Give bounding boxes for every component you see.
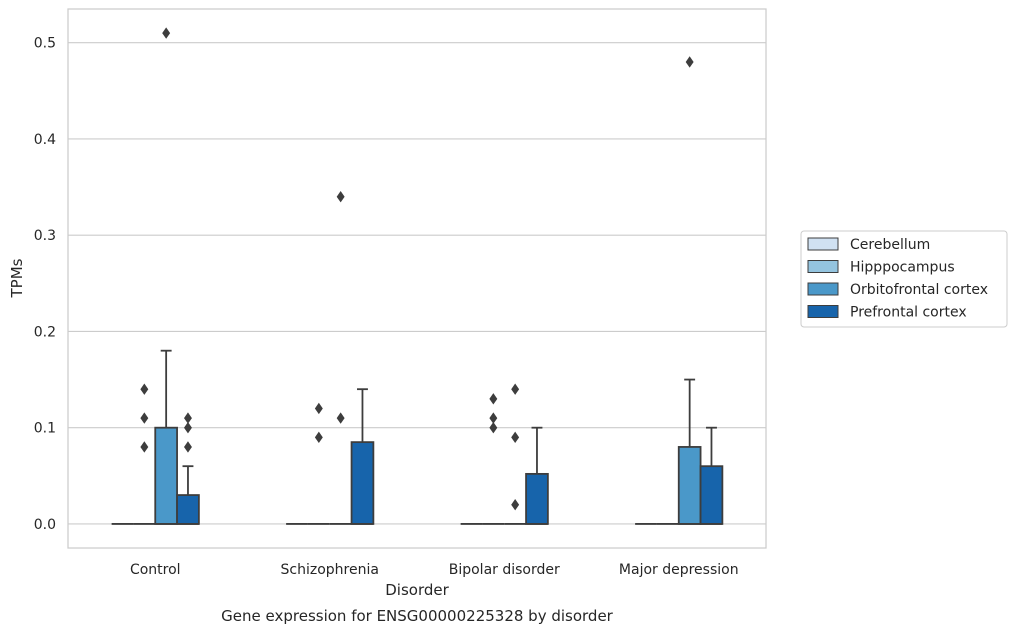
outlier-point	[184, 412, 192, 424]
legend-frame	[800, 230, 1008, 328]
outlier-point	[184, 421, 192, 434]
legend-label: Cerebellum	[850, 237, 930, 253]
x-tick-label: Major depression	[619, 562, 739, 578]
box-body	[154, 426, 178, 525]
legend-swatch	[807, 260, 839, 273]
box-group	[307, 402, 330, 525]
legend-label: Hipppocampus	[850, 260, 955, 276]
box-group	[133, 383, 156, 525]
x-axis-ticks: Control Schizophrenia Bipolar disorder Majo…	[130, 562, 739, 578]
outlier-point	[140, 412, 149, 424]
legend-swatch	[807, 282, 839, 296]
x-tick-label: Schizophrenia	[281, 562, 379, 578]
box-group	[504, 383, 527, 525]
box-group	[154, 27, 178, 525]
y-tick-label: 0.1	[34, 421, 56, 437]
box-group	[699, 426, 724, 525]
x-tick-label: Control	[130, 562, 181, 578]
legend-swatch	[807, 237, 839, 251]
legend-label: Prefrontal cortex	[850, 305, 967, 321]
y-axis-ticks: 0.0 0.1 0.2 0.3 0.4 0.5	[34, 36, 56, 533]
box-body	[677, 446, 702, 525]
box-body	[350, 441, 375, 525]
box-body	[525, 472, 549, 525]
outlier-point	[511, 383, 520, 395]
x-axis-label: Disorder	[385, 581, 449, 599]
outlier-point	[140, 441, 149, 453]
outlier-point	[314, 431, 323, 444]
outlier-point	[184, 441, 192, 453]
outlier-point	[489, 421, 498, 434]
box-group	[176, 412, 200, 525]
outlier-point	[140, 383, 149, 395]
box-body	[176, 494, 200, 525]
box-group	[482, 393, 505, 525]
legend-label: Orbitofrontal cortex	[850, 282, 988, 298]
box-group	[677, 56, 702, 525]
outlier-point	[336, 190, 345, 203]
legend: Cerebellum Hipppocampus Orbitofrontal cort…	[800, 230, 1008, 328]
plot-area-frame	[67, 8, 767, 549]
y-axis-label: TPMs	[8, 258, 26, 298]
y-tick-label: 0.4	[34, 132, 56, 148]
x-tick-label: Bipolar disorder	[449, 562, 560, 578]
box-group	[525, 426, 549, 525]
y-tick-label: 0.0	[34, 517, 56, 533]
box-group	[329, 190, 352, 525]
y-tick-label: 0.5	[34, 36, 56, 52]
outlier-point	[162, 27, 171, 39]
outlier-point	[336, 412, 345, 424]
legend-swatch	[807, 305, 839, 318]
outlier-point	[685, 56, 694, 68]
outlier-point	[489, 412, 498, 424]
outlier-point	[489, 393, 498, 405]
outlier-point	[314, 402, 323, 415]
y-tick-label: 0.3	[34, 228, 56, 244]
outlier-point	[511, 498, 520, 511]
box-marks	[111, 27, 724, 525]
chart-caption: Gene expression for ENSG00000225328 by d…	[221, 607, 614, 625]
box-group	[350, 388, 375, 525]
outlier-point	[511, 431, 520, 444]
box-body	[699, 465, 724, 525]
y-tick-label: 0.2	[34, 324, 56, 340]
